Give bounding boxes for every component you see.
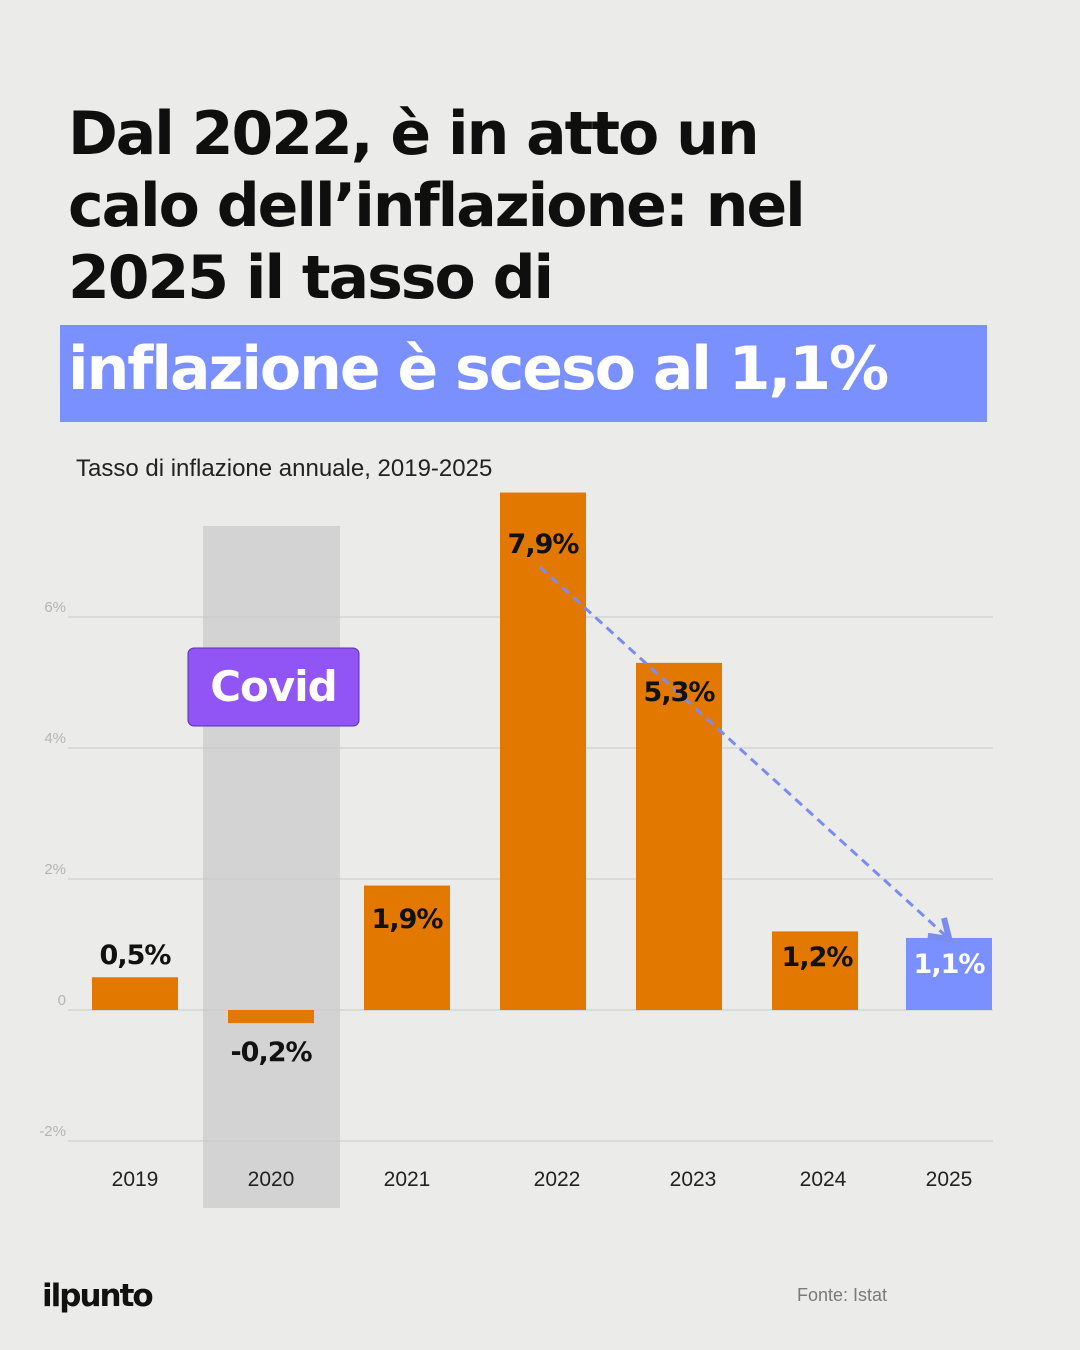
data-label-2021: 1,9%: [372, 904, 444, 935]
x-tick-label-2025: 2025: [926, 1168, 973, 1191]
bar-2025: [906, 937, 992, 1010]
data-label-2024: 1,2%: [782, 942, 854, 973]
headline-line-3: 2025 il tasso di: [68, 243, 554, 313]
trend-arrow: [538, 565, 954, 943]
covid-badge-label: Covid: [210, 662, 337, 711]
headline-highlight-band: [60, 325, 987, 422]
bar-2023: [636, 662, 722, 1010]
x-tick-label-2024: 2024: [800, 1168, 847, 1191]
bar-2019: [92, 977, 178, 1010]
brand-logo: ilpunto: [42, 1278, 154, 1314]
data-label-2019: 0,5%: [100, 940, 172, 971]
x-tick-label-2020: 2020: [248, 1168, 295, 1191]
bar-2024: [772, 931, 858, 1010]
headline: Dal 2022, è in atto un calo dell’inflazi…: [68, 98, 1028, 314]
chart-subtitle: Tasso di inflazione annuale, 2019-2025: [76, 455, 493, 482]
bar-2020: [228, 1010, 314, 1024]
y-tick-label: 2%: [44, 861, 66, 878]
y-tick-label: 4%: [44, 730, 66, 747]
headline-highlight: inflazione è sceso al 1,1%: [68, 334, 889, 404]
data-label-2023: 5,3%: [644, 677, 716, 708]
x-tick-label-2021: 2021: [384, 1168, 431, 1191]
covid-badge: [187, 647, 360, 727]
y-tick-label: 0: [58, 992, 66, 1009]
headline-line-2: calo dell’inflazione: nel: [68, 171, 806, 241]
bar-2022: [500, 492, 586, 1010]
x-tick-label-2023: 2023: [670, 1168, 717, 1191]
data-label-2022: 7,9%: [508, 529, 580, 560]
inflation-bar-chart: 6% 4% 2% 0 -2% 0,5% -0,2% 1,9% 7,9% 5,3% 1,2% 1,1% 2…: [39, 492, 993, 1208]
bar-2021: [364, 885, 450, 1010]
y-tick-label: -2%: [39, 1123, 66, 1140]
x-tick-label-2019: 2019: [112, 1168, 159, 1191]
source-note: Fonte: Istat: [797, 1285, 888, 1305]
headline-line-1: Dal 2022, è in atto un: [68, 99, 760, 169]
covid-band: [203, 526, 340, 1208]
data-label-2020: -0,2%: [230, 1037, 312, 1068]
data-label-2025: 1,1%: [914, 949, 986, 980]
y-tick-label: 6%: [44, 599, 66, 616]
x-tick-label-2022: 2022: [534, 1168, 581, 1191]
